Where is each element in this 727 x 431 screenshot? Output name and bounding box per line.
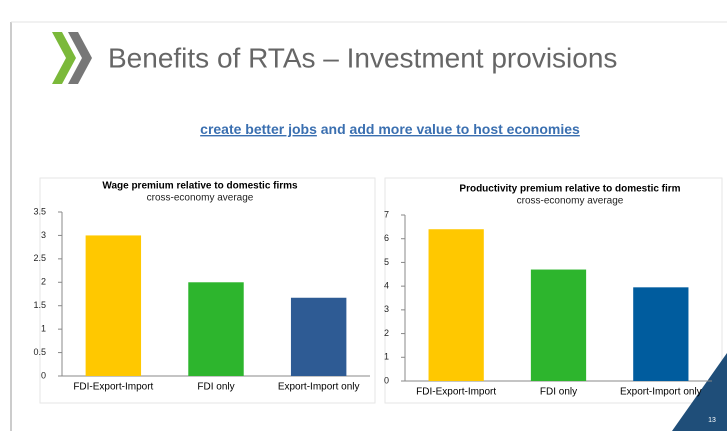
bar [633, 287, 689, 381]
x-tick-label: Export-Import only [278, 382, 360, 393]
y-tick-label: 2.5 [33, 253, 46, 263]
x-tick-label: FDI-Export-Import [73, 382, 153, 393]
chart-frame [39, 177, 376, 404]
y-tick-label: 1.5 [33, 300, 46, 310]
bar [428, 229, 484, 381]
chart-title: Wage premium relative to domestic firms [102, 181, 298, 192]
bar [530, 269, 587, 381]
x-tick-label: Export-Import only [620, 387, 702, 398]
bar [188, 282, 244, 376]
x-tick-label: FDI-Export-Import [416, 387, 496, 398]
y-tick-label: 0.5 [33, 347, 46, 357]
chart-subtitle: cross-economy average [517, 196, 624, 207]
y-tick-label: 0 [41, 370, 46, 380]
text: and [321, 121, 346, 137]
page-number: 13 [708, 417, 716, 424]
link[interactable]: add more value to host economies [350, 121, 580, 137]
y-tick-label: 2 [384, 328, 389, 338]
y-tick-label: 2 [41, 277, 46, 287]
logo [52, 32, 92, 84]
y-tick-label: 7 [384, 209, 389, 219]
chart-subtitle: cross-economy average [147, 193, 254, 204]
y-tick-label: 3.5 [33, 206, 46, 216]
y-tick-label: 5 [384, 257, 389, 267]
x-tick-label: FDI only [197, 382, 234, 393]
y-tick-label: 6 [384, 233, 389, 243]
y-tick-label: 3 [41, 230, 46, 240]
link[interactable]: create better jobs [200, 121, 317, 137]
y-tick-label: 4 [384, 281, 389, 291]
y-tick-label: 1 [384, 352, 389, 362]
bar [290, 297, 347, 376]
chart-frame [384, 177, 723, 404]
y-tick-label: 0 [384, 375, 389, 385]
slide-subtitle: create better jobs and add more value to… [200, 121, 580, 137]
chart-title: Productivity premium relative to domesti… [459, 184, 680, 195]
y-tick-label: 3 [384, 304, 389, 314]
bar [85, 235, 142, 376]
y-tick-label: 1 [41, 324, 46, 334]
corner-triangle [672, 353, 727, 431]
slide-title: Benefits of RTAs – Investment provisions [108, 42, 617, 73]
x-tick-label: FDI only [540, 387, 577, 398]
